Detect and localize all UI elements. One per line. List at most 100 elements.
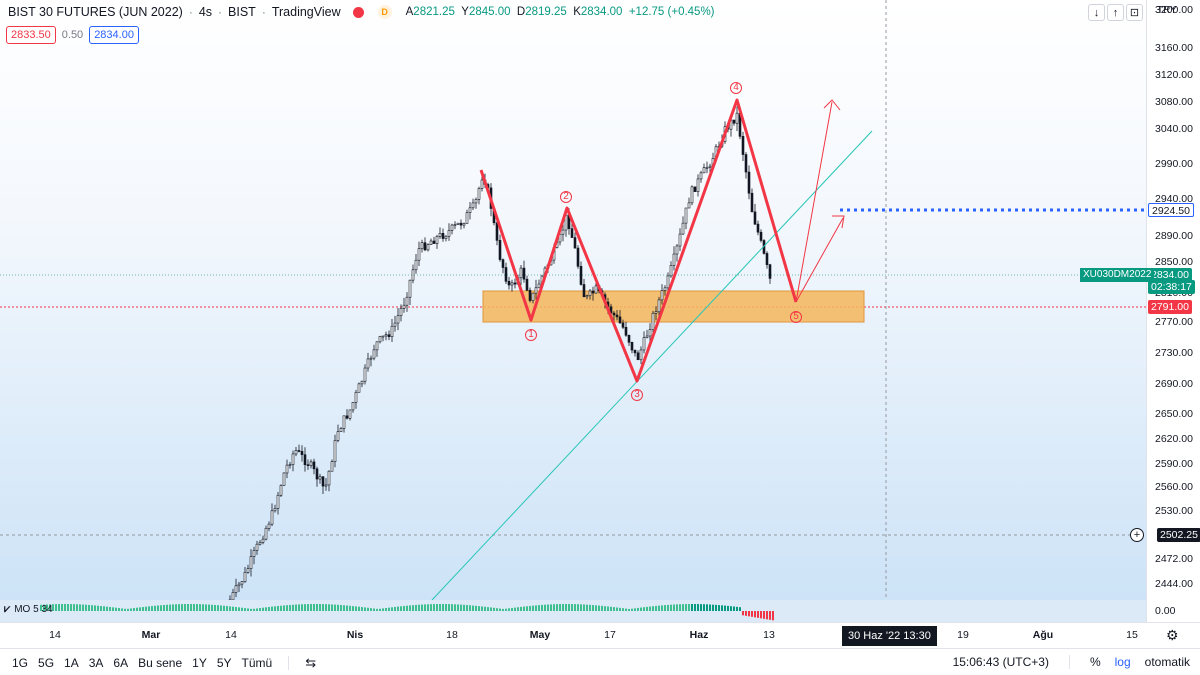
price-tick: 3120.00 — [1155, 69, 1193, 81]
candle-body — [408, 279, 412, 298]
range-5d[interactable]: 5G — [38, 656, 55, 670]
histogram-bar — [586, 604, 588, 611]
candle-body — [708, 165, 712, 168]
auto-scale-toggle[interactable]: otomatik — [1144, 655, 1190, 669]
histogram-bar — [49, 604, 51, 611]
histogram-bar — [562, 604, 564, 611]
separator: · — [218, 5, 223, 19]
histogram-bar — [433, 604, 435, 611]
histogram-bar — [289, 604, 291, 611]
candle-body — [243, 572, 247, 582]
histogram-bar — [592, 605, 594, 611]
time-axis[interactable]: 14 Mar 14 Nis 18 May 17 Haz 13 19 Ağu 15 30 Haz '22… — [0, 622, 1200, 648]
candle-body — [294, 450, 298, 455]
candle-body — [534, 287, 538, 294]
candle-body — [285, 464, 289, 474]
candle-body — [702, 167, 706, 174]
candle-body — [255, 543, 259, 551]
currency-selector[interactable]: TRY — [1157, 5, 1177, 16]
clock-timezone[interactable]: 15:06:43 (UTC+3) — [952, 655, 1049, 669]
candle-body — [297, 450, 301, 452]
indicator-label[interactable]: ⩗ MO 5 34 — [4, 603, 53, 616]
candle-body — [504, 267, 508, 282]
maximize-icon[interactable]: ⊡ — [1126, 4, 1143, 21]
chart-pane[interactable]: 1 2 3 4 5 BIST 30 FUTURES (JUN 2022) · 4… — [0, 0, 1146, 600]
histogram-bar — [589, 604, 591, 611]
range-6m[interactable]: 6A — [113, 656, 129, 670]
candle-body — [513, 282, 517, 285]
chart-legend[interactable]: BIST 30 FUTURES (JUN 2022) · 4s · BIST ·… — [8, 5, 715, 19]
candle-body — [495, 222, 499, 241]
candle-body — [327, 470, 331, 486]
histogram-bar — [412, 605, 414, 611]
move-up-icon[interactable]: ↑ — [1107, 4, 1124, 21]
candle-body — [363, 367, 367, 382]
candle-body — [471, 202, 475, 209]
histogram-bar — [544, 604, 546, 611]
range-ytd[interactable]: Bu sene — [138, 656, 183, 670]
spread-value: 0.50 — [61, 29, 84, 41]
histogram-bar — [418, 604, 420, 611]
histogram-bar — [622, 608, 624, 611]
histogram-bar — [415, 604, 417, 611]
histogram-bar — [769, 611, 771, 620]
range-1y[interactable]: 1Y — [192, 656, 207, 670]
candle-body — [264, 528, 268, 540]
histogram-bar — [367, 607, 369, 611]
range-1d[interactable]: 1G — [12, 656, 29, 670]
histogram-bar — [220, 605, 222, 611]
histogram-bar — [175, 604, 177, 611]
histogram-bar — [262, 607, 264, 611]
move-down-icon[interactable]: ↓ — [1088, 4, 1105, 21]
histogram-bar — [577, 604, 579, 611]
histogram-bar — [322, 604, 324, 611]
histogram-bar — [739, 607, 741, 611]
histogram-bar — [286, 605, 288, 611]
histogram-bar — [730, 606, 732, 611]
interval-label[interactable]: 4s — [198, 5, 213, 19]
sell-button[interactable]: 2833.50 — [6, 26, 56, 44]
divider — [1068, 655, 1070, 669]
histogram-bar — [103, 606, 105, 611]
histogram-bar — [565, 604, 567, 611]
candle-body — [474, 199, 478, 204]
range-all[interactable]: Tümü — [241, 656, 273, 670]
candle-body — [324, 484, 328, 487]
histogram-bar — [625, 608, 627, 611]
histogram-bar — [601, 605, 603, 611]
percent-toggle[interactable]: % — [1089, 655, 1101, 669]
candle-body — [528, 290, 532, 301]
histogram-bar — [745, 611, 747, 616]
time-tick: 19 — [957, 629, 969, 641]
histogram-bar — [697, 604, 699, 611]
histogram-bar — [451, 604, 453, 611]
candle-body — [666, 275, 670, 289]
candle-body — [522, 267, 526, 280]
price-chart[interactable] — [0, 0, 1146, 600]
log-toggle[interactable]: log — [1114, 655, 1131, 669]
candle-body — [753, 211, 757, 225]
symbol-title[interactable]: BIST 30 FUTURES (JUN 2022) — [8, 5, 183, 19]
histogram-bar — [478, 606, 480, 611]
indicator-pane[interactable]: ⩗ MO 5 34 — [0, 600, 1146, 622]
histogram-bar — [742, 611, 744, 616]
histogram-bar — [154, 605, 156, 611]
price-scale[interactable]: TRY 3200.00 3160.00 3120.00 3080.00 3040.00 2… — [1146, 0, 1200, 622]
buy-button[interactable]: 2834.00 — [89, 26, 139, 44]
histogram-bar — [277, 606, 279, 611]
histogram-bar — [454, 604, 456, 611]
range-1m[interactable]: 1A — [64, 656, 79, 670]
histogram-bar — [688, 604, 690, 611]
candle-body — [618, 316, 622, 324]
candle-body — [396, 315, 400, 324]
settings-gear-icon[interactable]: ⚙ — [1166, 627, 1179, 643]
range-3m[interactable]: 3A — [88, 656, 104, 670]
candle-body — [621, 322, 625, 328]
add-alert-icon[interactable]: + — [1130, 528, 1144, 542]
candle-body — [417, 248, 421, 261]
histogram-bar — [172, 604, 174, 611]
go-to-date-icon[interactable]: ⇆ — [305, 655, 317, 670]
histogram-bar — [391, 607, 393, 611]
range-5y[interactable]: 5Y — [216, 656, 232, 670]
histogram-bar — [547, 604, 549, 611]
